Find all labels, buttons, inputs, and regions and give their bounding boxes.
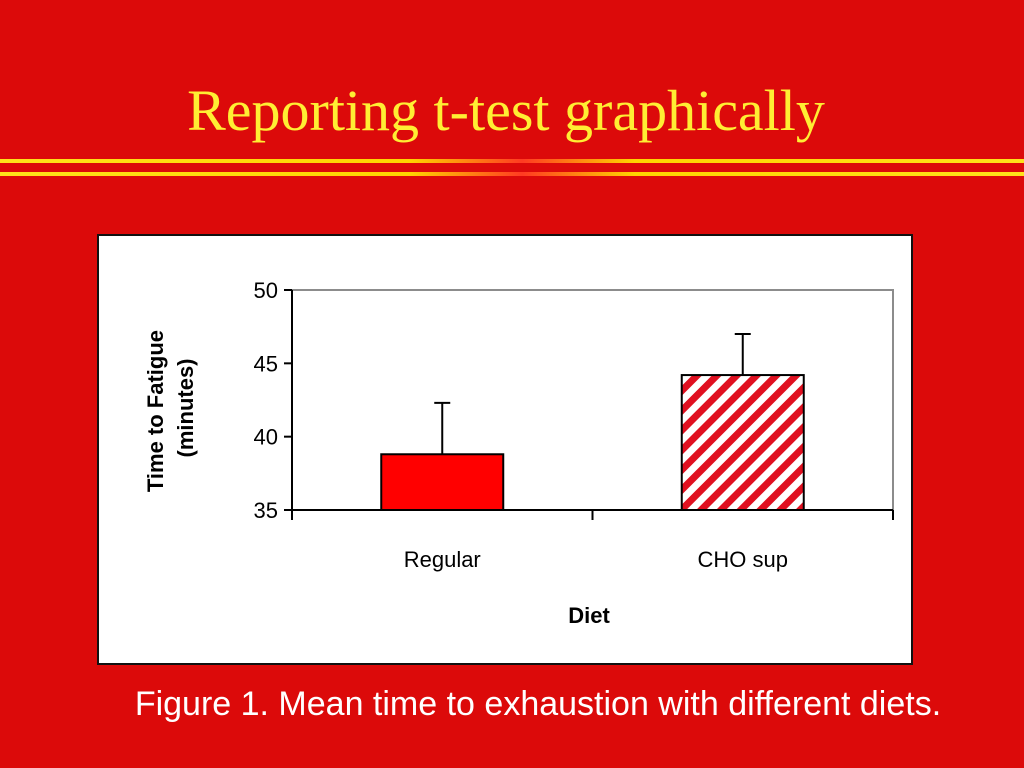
bar-1 bbox=[680, 374, 805, 511]
x-tick-label-0: Regular bbox=[404, 547, 481, 572]
slide-title: Reporting t-test graphically bbox=[187, 78, 825, 143]
bar-0 bbox=[380, 453, 505, 511]
figure-caption: Figure 1. Mean time to exhaustion with d… bbox=[134, 685, 942, 723]
y-axis-title-line1: Time to Fatigue bbox=[143, 330, 168, 492]
y-axis-title-line2: (minutes) bbox=[173, 359, 198, 458]
y-tick-label-3: 50 bbox=[254, 278, 278, 303]
x-tick-label-1: CHO sup bbox=[698, 547, 788, 572]
x-axis-title: Diet bbox=[568, 603, 610, 628]
y-axis-title: Time to Fatigue (minutes) bbox=[143, 324, 198, 492]
chart-panel: Regular CHO sup 35 40 45 50 Time to Fatigue (… bbox=[97, 234, 913, 665]
y-tick-label-0: 35 bbox=[254, 498, 278, 523]
title-divider-bottom bbox=[0, 172, 1024, 176]
y-tick-label-2: 45 bbox=[254, 351, 278, 376]
y-tick-label-1: 40 bbox=[254, 425, 278, 450]
bar-chart: Regular CHO sup 35 40 45 50 Time to Fatigue (… bbox=[143, 278, 894, 628]
title-divider-top bbox=[0, 159, 1024, 163]
